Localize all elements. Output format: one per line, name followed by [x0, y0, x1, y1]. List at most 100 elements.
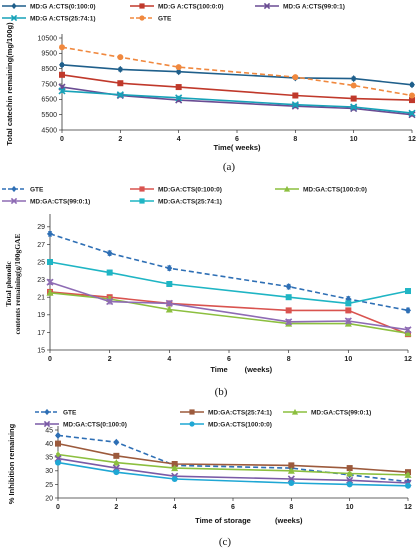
series	[54, 450, 412, 478]
x-tick-label: 6	[235, 136, 239, 143]
x-tick-label: 2	[114, 504, 118, 511]
legend-entry: MD:GA:CTS(0:100:0)	[35, 420, 127, 428]
legend-marker	[139, 3, 145, 9]
data-point	[405, 306, 411, 314]
data-point	[106, 298, 114, 306]
legend-label: MD:GA:CTS(0:100:0)	[158, 186, 222, 193]
legend-entry: MD:G A:CTS(0:100:0)	[2, 2, 96, 10]
x-axis-title: Time( weeks)	[214, 143, 261, 152]
series-line	[61, 46, 413, 97]
data-point	[409, 97, 415, 104]
y-tick-label: 35	[45, 455, 53, 462]
y-axis-title: Total phenolic	[4, 261, 13, 307]
data-point	[404, 329, 412, 337]
series	[55, 459, 411, 489]
y-tick-label: 6500	[41, 97, 57, 104]
x-tick-label: 10	[350, 136, 358, 143]
data-point	[165, 306, 173, 313]
data-point	[346, 470, 354, 477]
y-tick-label: 7500	[41, 81, 57, 88]
series	[46, 278, 412, 334]
y-tick-label: 20	[45, 495, 53, 502]
legend-label: MD:G A:CTS(0:100:0)	[30, 3, 96, 10]
data-point	[409, 81, 415, 89]
data-point	[106, 269, 113, 276]
legend-marker	[189, 409, 195, 415]
legend-marker	[283, 185, 291, 192]
series	[58, 87, 416, 117]
data-point	[285, 283, 292, 291]
legend-entry: MD:GA:CTS(100:0:0)	[275, 185, 367, 193]
y-tick-label: 4500	[41, 127, 57, 134]
x-tick-label: 12	[404, 504, 412, 511]
series-line	[49, 291, 409, 335]
y-tick-label: 15	[37, 347, 45, 354]
legend-marker	[189, 421, 195, 427]
legend-entry: GTE	[130, 15, 172, 22]
y-tick-label: 45	[45, 427, 53, 434]
series-line	[57, 453, 409, 476]
data-point	[59, 61, 65, 69]
x-axis-title-suffix: (weeks)	[245, 365, 273, 374]
y-tick-label: 23	[37, 277, 45, 284]
x-tick-label: 12	[404, 356, 412, 363]
data-point	[55, 459, 61, 466]
data-point	[346, 465, 353, 472]
data-point	[46, 289, 54, 296]
series	[59, 44, 415, 99]
y-tick-label: 30	[45, 468, 53, 475]
data-point	[409, 92, 415, 99]
legend-label: GTE	[63, 409, 77, 416]
legend-entry: GTE	[2, 185, 44, 193]
x-axis-title-suffix: (weeks)	[275, 516, 303, 525]
series-line	[61, 90, 413, 114]
y-tick-label: 9500	[41, 51, 57, 58]
legend-label: GTE	[158, 15, 172, 22]
legend-label: MD:GA:CTS(0:100:0)	[63, 421, 127, 428]
legend-label: MD:GA:CTS(25:74:1)	[158, 198, 222, 205]
data-point	[171, 464, 179, 472]
data-point	[288, 462, 295, 469]
y-tick-label: 25	[37, 259, 45, 266]
legend-marker	[44, 408, 50, 416]
data-point	[171, 461, 178, 467]
chart-panel-2: GTE MD:GA:CTS(0:100:0) MD:GA:CTS(100:0:0) M…	[2, 185, 412, 398]
legend-label: MD:GA:CTS(25:74:1)	[208, 409, 272, 416]
series-line	[57, 442, 409, 473]
data-point	[116, 91, 124, 99]
legend-entry: MD:GA:CTS(99:0:1)	[283, 408, 371, 416]
legend-marker	[139, 198, 145, 204]
y-axis-title: Total catechin remaining(mg/100g)	[5, 22, 14, 146]
x-tick-label: 8	[289, 504, 293, 511]
legend-label: MD:GA:CTS(99:0:1)	[311, 409, 371, 416]
legend-label: MD:G A:CTS(99:0:1)	[283, 3, 345, 10]
data-point	[285, 294, 292, 301]
data-point	[171, 475, 178, 482]
x-tick-label: 10	[344, 356, 352, 363]
y-tick-label: 19	[37, 312, 45, 319]
legend-label: MD:G A:CTS(25:74:1)	[30, 15, 96, 22]
x-tick-label: 4	[177, 136, 181, 143]
x-tick-label: 8	[293, 136, 297, 143]
data-point	[59, 71, 65, 78]
y-tick-label: 25	[45, 482, 53, 489]
legend-label: MD:GA:CTS(100:0:0)	[303, 186, 367, 193]
y-tick-label: 10500	[38, 35, 58, 42]
series	[47, 259, 411, 307]
legend-marker	[139, 186, 145, 192]
x-axis-title: Time of storage	[195, 516, 251, 525]
data-point	[175, 64, 182, 71]
x-tick-label: 10	[346, 504, 354, 511]
data-point	[46, 278, 54, 286]
series	[59, 61, 415, 89]
data-point	[408, 109, 416, 117]
series-line	[61, 64, 413, 86]
legend-marker	[43, 420, 51, 428]
y-tick-label: 40	[45, 441, 53, 448]
y-tick-label: 27	[37, 242, 45, 249]
panel-label: (c)	[219, 536, 232, 548]
data-point	[55, 440, 61, 447]
data-point	[350, 75, 357, 83]
series-line	[57, 461, 409, 487]
